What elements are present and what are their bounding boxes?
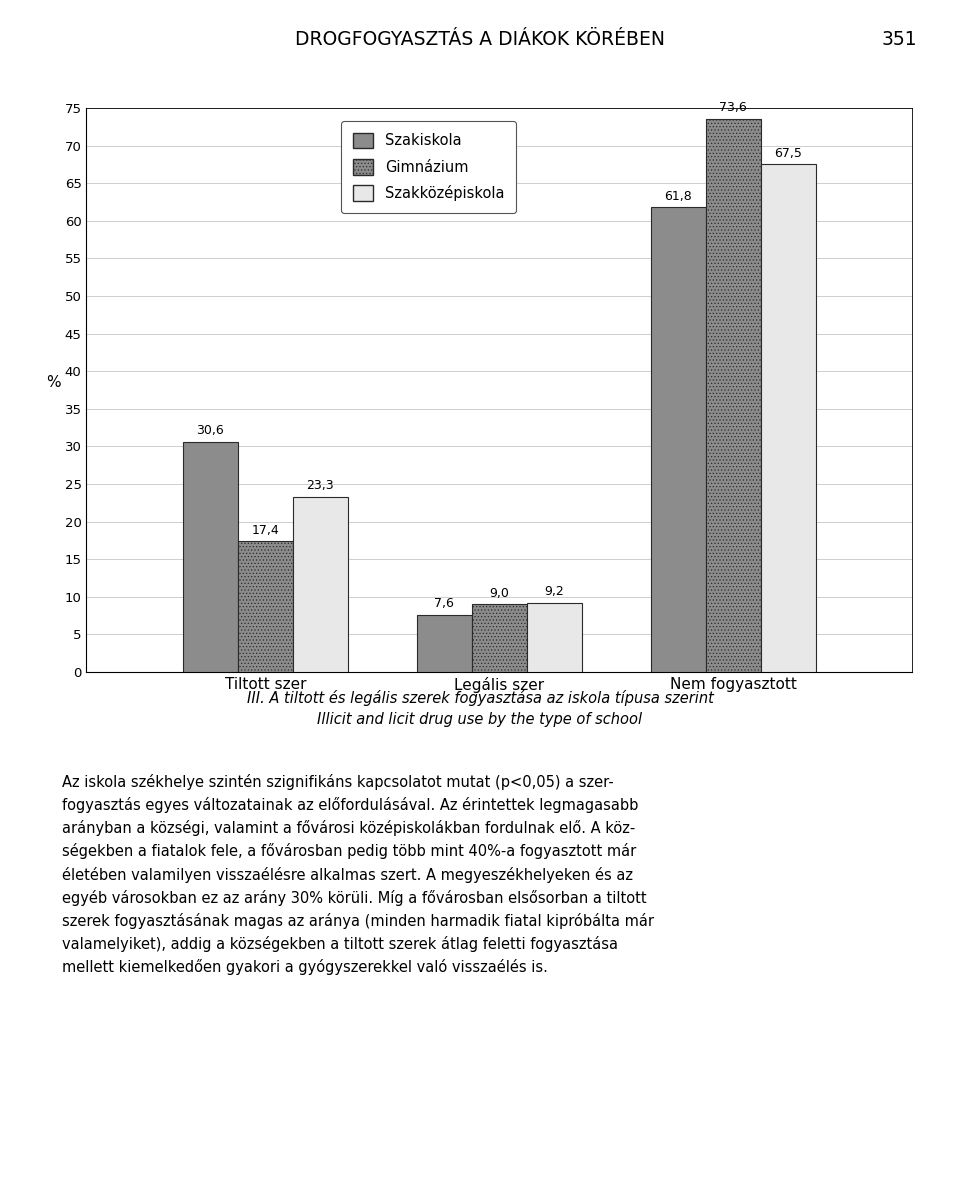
Text: 23,3: 23,3 — [306, 479, 334, 492]
Bar — [651, 208, 706, 672]
Text: 351: 351 — [881, 30, 917, 49]
Text: 9,0: 9,0 — [490, 587, 509, 600]
Text: DROGFOGYASZTÁS A DIÁKOK KÖRÉBEN: DROGFOGYASZTÁS A DIÁKOK KÖRÉBEN — [295, 30, 665, 49]
Bar — [182, 442, 238, 672]
Bar — [471, 605, 527, 672]
Bar — [417, 614, 471, 672]
Y-axis label: %: % — [46, 374, 60, 390]
Bar — [293, 497, 348, 672]
Text: 67,5: 67,5 — [774, 146, 803, 160]
Bar — [527, 602, 582, 672]
Bar — [760, 164, 816, 672]
Legend: Szakiskola, Gimnázium, Szakközépiskola: Szakiskola, Gimnázium, Szakközépiskola — [342, 121, 516, 212]
Text: 17,4: 17,4 — [252, 523, 279, 536]
Bar — [706, 119, 760, 672]
Text: 30,6: 30,6 — [197, 425, 224, 437]
Text: 9,2: 9,2 — [544, 586, 564, 599]
Text: 61,8: 61,8 — [664, 190, 692, 203]
Text: Az iskola székhelye szintén szignifikáns kapcsolatot mutat (p<0,05) a szer-
fogy: Az iskola székhelye szintén szignifikáns… — [62, 774, 655, 976]
Bar — [238, 541, 293, 672]
Text: 7,6: 7,6 — [434, 598, 454, 611]
Text: 73,6: 73,6 — [719, 101, 747, 114]
Text: III. A tiltott és legális szerek fogyasztása az iskola típusa szerint
Illicit an: III. A tiltott és legális szerek fogyasz… — [247, 690, 713, 727]
